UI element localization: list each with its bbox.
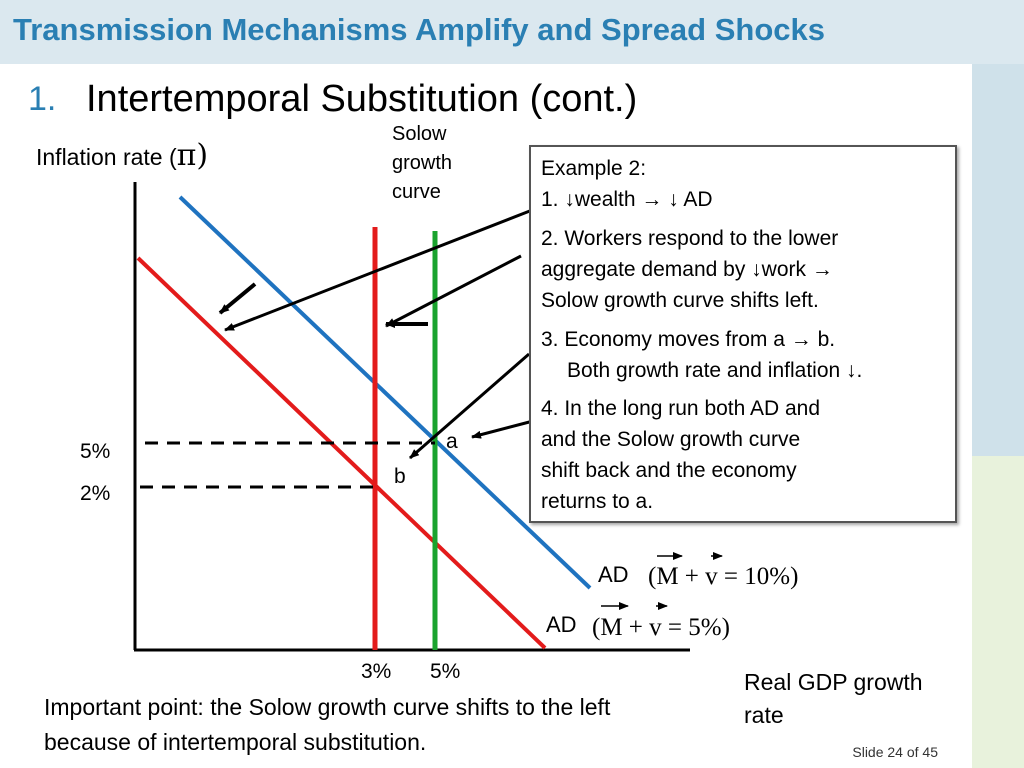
example-step-3a: 3. Economy moves from a → b.	[541, 328, 836, 351]
example-step-1: 1. ↓wealth → ↓ AD	[541, 188, 713, 211]
ad-shift-arrow	[218, 282, 257, 315]
example-step-4c: shift back and the economy	[541, 459, 797, 482]
ad-high-label: AD	[598, 562, 629, 587]
x-tick-3pct: 3%	[361, 660, 391, 683]
subtitle: Intertemporal Substitution (cont.)	[86, 78, 638, 120]
y-axis-label: Inflation rate (π)	[36, 138, 208, 173]
example-step-2b: aggregate demand by ↓work →	[541, 258, 833, 281]
ad-curve-high	[178, 195, 592, 590]
example-heading: Example 2:	[541, 157, 647, 180]
side-decoration-bottom	[972, 456, 1024, 768]
subtitle-number: 1.	[28, 80, 57, 118]
example-step-4d: returns to a.	[541, 490, 654, 513]
ad-low-label: AD	[546, 612, 577, 637]
example-step-4a: 4. In the long run both AD and	[541, 397, 821, 420]
slide-number: Slide 24 of 45	[852, 744, 938, 760]
x-tick-5pct: 5%	[430, 660, 460, 683]
pointer-to-solow	[385, 254, 522, 328]
ad-curve-low	[136, 256, 547, 650]
header-bar: Transmission Mechanisms Amplify and Spre…	[0, 0, 1024, 64]
ad-low-formula: (M + v = 5%)	[592, 614, 730, 641]
pointer-to-ad	[224, 205, 541, 332]
point-a-label: a	[446, 430, 458, 453]
pointer-to-a	[471, 418, 538, 439]
pi-symbol: π)	[176, 138, 209, 173]
example-step-4b: and the Solow growth curve	[541, 428, 801, 451]
point-b-label: b	[394, 465, 406, 488]
example-step-2c: Solow growth curve shifts left.	[541, 289, 819, 312]
important-point-note: Important point: the Solow growth curve …	[44, 694, 611, 755]
example-box: Example 2: 1. ↓wealth → ↓ AD 2. Workers …	[529, 145, 957, 523]
y-axis-label-text: Inflation rate (	[36, 144, 177, 170]
example-step-3b: Both growth rate and inflation ↓.	[567, 359, 863, 382]
slide-title: Transmission Mechanisms Amplify and Spre…	[13, 12, 825, 47]
side-decoration-top	[972, 64, 1024, 456]
y-tick-5pct: 5%	[80, 440, 110, 463]
ad-high-formula: (M + v = 10%)	[648, 563, 798, 590]
example-step-2a: 2. Workers respond to the lower	[541, 227, 839, 250]
y-tick-2pct: 2%	[80, 482, 110, 505]
solow-curve-label: Solow growth curve	[392, 123, 453, 203]
pointer-to-b	[409, 352, 530, 460]
x-axis-label: Real GDP growth rate	[744, 669, 923, 728]
